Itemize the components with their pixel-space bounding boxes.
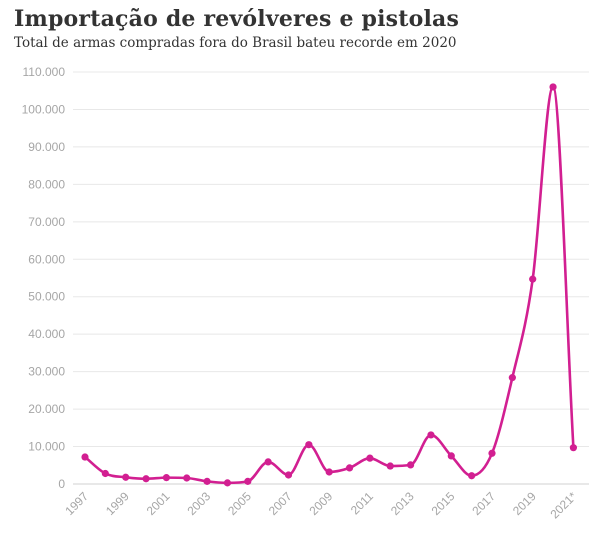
data-point-2020[interactable]: [549, 83, 557, 91]
data-point-2016[interactable]: [468, 472, 476, 480]
data-point-2011[interactable]: [366, 454, 374, 462]
data-point-2002[interactable]: [183, 474, 191, 482]
data-point-2010[interactable]: [345, 464, 354, 472]
data-point-2013[interactable]: [407, 461, 415, 469]
y-tick-label: 90.000: [28, 140, 65, 154]
y-tick-label: 110.000: [23, 65, 66, 79]
data-point-2000[interactable]: [142, 475, 150, 483]
y-tick-label: 20.000: [28, 402, 65, 416]
data-point-2006[interactable]: [264, 458, 272, 466]
x-tick-label: 2015: [429, 489, 458, 518]
series-line-layer: [83, 85, 575, 485]
x-tick-label: 1997: [62, 489, 91, 518]
y-axis-ticks: 0 10.000 20.000 30.000 40.000 50.000 60.000 70.…: [22, 65, 66, 491]
data-point-2018[interactable]: [508, 374, 516, 382]
y-tick-label: 50.000: [28, 290, 65, 304]
y-tick-label: 60.000: [28, 252, 65, 266]
data-point-2012[interactable]: [386, 462, 394, 470]
chart-subtitle: Total de armas compradas fora do Brasil …: [14, 35, 457, 51]
y-tick-label: 70.000: [28, 215, 65, 229]
y-tick-label: 40.000: [28, 327, 65, 341]
data-point-2015[interactable]: [447, 452, 455, 460]
x-tick-label: 2003: [184, 489, 213, 518]
data-point-2019[interactable]: [529, 275, 537, 283]
x-tick-label: 2009: [307, 489, 336, 518]
y-tick-label: 100.000: [22, 102, 66, 116]
chart-title: Importação de revólveres e pistolas: [14, 6, 460, 32]
y-tick-label: 80.000: [28, 177, 65, 191]
grid-layer: [73, 71, 589, 485]
data-point-2008[interactable]: [305, 441, 313, 449]
x-tick-label: 2005: [225, 489, 254, 518]
x-tick-label: 2013: [388, 489, 417, 518]
data-point-1997[interactable]: [81, 453, 89, 461]
data-point-1998[interactable]: [101, 469, 109, 478]
x-tick-label: 2017: [469, 489, 498, 518]
data-point-1999[interactable]: [122, 473, 130, 481]
data-point-2021[interactable]: [569, 444, 578, 452]
data-point-2004[interactable]: [223, 479, 232, 487]
series-points-layer: [81, 83, 578, 487]
y-tick-label: 0: [58, 477, 65, 491]
data-point-2005[interactable]: [244, 477, 252, 485]
x-tick-label: 2019: [510, 489, 539, 518]
data-point-2017[interactable]: [488, 449, 496, 457]
y-tick-label: 30.000: [28, 365, 65, 379]
x-tick-label: 2001: [144, 489, 173, 518]
x-tick-label: 2021*: [547, 489, 579, 521]
x-tick-label: 2011: [348, 489, 376, 517]
data-point-2007[interactable]: [284, 471, 293, 479]
x-tick-label: 2007: [266, 489, 295, 518]
data-point-2014[interactable]: [427, 431, 435, 439]
x-tick-label: 1999: [103, 489, 132, 518]
y-tick-label: 10.000: [28, 440, 65, 454]
data-point-2003[interactable]: [203, 477, 211, 485]
x-axis-ticks: 1997 1999 2001 2003 2005 2007 2009 2011 2013 2015…: [62, 489, 579, 521]
data-point-2001[interactable]: [162, 474, 170, 482]
series-line: [83, 85, 575, 485]
data-point-2009[interactable]: [325, 468, 333, 476]
